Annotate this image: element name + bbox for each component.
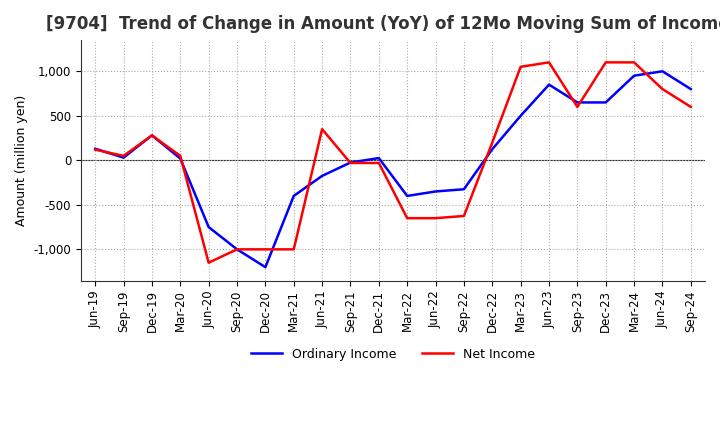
Ordinary Income xyxy=(431,189,440,194)
Ordinary Income xyxy=(488,147,497,152)
Net Income xyxy=(176,153,184,158)
Net Income xyxy=(516,64,525,70)
Ordinary Income xyxy=(658,69,667,74)
Ordinary Income xyxy=(630,73,639,78)
Ordinary Income xyxy=(686,86,695,92)
Ordinary Income xyxy=(289,193,298,198)
Ordinary Income xyxy=(233,247,241,252)
Net Income xyxy=(374,160,383,165)
Net Income xyxy=(120,153,128,158)
Net Income xyxy=(289,247,298,252)
Net Income xyxy=(261,247,270,252)
Ordinary Income xyxy=(346,160,355,165)
Net Income xyxy=(488,140,497,145)
Ordinary Income xyxy=(204,224,213,230)
Net Income xyxy=(601,60,610,65)
Net Income xyxy=(459,213,468,219)
Net Income xyxy=(431,216,440,221)
Net Income xyxy=(545,60,554,65)
Ordinary Income xyxy=(176,156,184,161)
Y-axis label: Amount (million yen): Amount (million yen) xyxy=(15,95,28,226)
Ordinary Income xyxy=(148,133,156,138)
Ordinary Income xyxy=(403,193,412,198)
Net Income xyxy=(233,247,241,252)
Ordinary Income xyxy=(516,113,525,118)
Line: Net Income: Net Income xyxy=(95,62,690,263)
Legend: Ordinary Income, Net Income: Ordinary Income, Net Income xyxy=(246,343,540,366)
Net Income xyxy=(346,160,355,165)
Net Income xyxy=(630,60,639,65)
Net Income xyxy=(573,104,582,110)
Ordinary Income xyxy=(545,82,554,87)
Title: [9704]  Trend of Change in Amount (YoY) of 12Mo Moving Sum of Incomes: [9704] Trend of Change in Amount (YoY) o… xyxy=(46,15,720,33)
Ordinary Income xyxy=(120,155,128,160)
Net Income xyxy=(403,216,412,221)
Ordinary Income xyxy=(261,264,270,270)
Ordinary Income xyxy=(459,187,468,192)
Ordinary Income xyxy=(374,155,383,161)
Net Income xyxy=(204,260,213,265)
Ordinary Income xyxy=(601,100,610,105)
Net Income xyxy=(686,104,695,110)
Net Income xyxy=(658,86,667,92)
Net Income xyxy=(91,147,99,152)
Line: Ordinary Income: Ordinary Income xyxy=(95,71,690,267)
Ordinary Income xyxy=(91,146,99,151)
Ordinary Income xyxy=(573,100,582,105)
Ordinary Income xyxy=(318,173,326,179)
Net Income xyxy=(148,133,156,138)
Net Income xyxy=(318,127,326,132)
